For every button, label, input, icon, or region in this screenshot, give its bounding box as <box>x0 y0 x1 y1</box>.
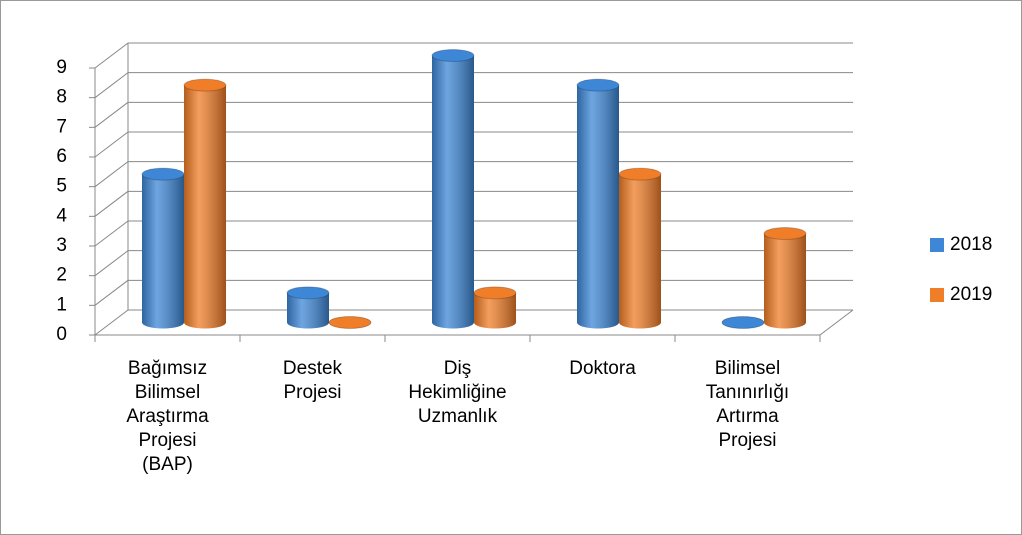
bar <box>328 316 372 329</box>
floor-right <box>819 309 854 336</box>
grid-line <box>94 220 129 247</box>
x-tick-label: Bağımsız Bilimsel Araştırma Projesi (BAP… <box>126 358 209 475</box>
x-tick-label: Destek Projesi <box>282 358 343 403</box>
x-tick-label: Bilimsel Tanınırlığı Artırma Projesi <box>705 358 790 451</box>
bar <box>763 227 807 329</box>
grid-line <box>94 131 129 158</box>
x-tick-label: Doktora <box>569 358 636 379</box>
grid-line <box>94 279 129 306</box>
y-tick-label: 5 <box>56 176 67 197</box>
bar <box>141 167 185 329</box>
y-tick-label: 3 <box>56 235 67 256</box>
y-tick-label: 0 <box>56 324 67 345</box>
y-tick-label: 4 <box>56 205 67 226</box>
bar <box>473 286 517 329</box>
grid-line <box>94 161 129 188</box>
bar <box>183 78 227 329</box>
bar <box>721 316 765 329</box>
legend-swatch <box>930 238 944 252</box>
bar <box>618 167 662 329</box>
y-tick-label: 6 <box>56 146 67 167</box>
y-tick-label: 8 <box>56 87 67 108</box>
bar <box>286 286 330 329</box>
legend-label: 2019 <box>950 284 992 305</box>
bar <box>576 78 620 329</box>
grid-line <box>94 190 129 217</box>
y-tick-label: 2 <box>56 265 67 286</box>
grid-line <box>94 42 129 69</box>
grid-line <box>94 72 129 99</box>
x-tick-label: Diş Hekimliğine Uzmanlık <box>408 358 507 427</box>
bar <box>431 49 475 329</box>
grid-line <box>94 309 129 336</box>
legend-swatch <box>930 288 944 302</box>
y-tick-label: 1 <box>56 294 67 315</box>
y-tick-label: 7 <box>56 116 67 137</box>
grid-line <box>94 250 129 277</box>
y-tick-label: 9 <box>56 57 67 78</box>
grid-line <box>94 101 129 128</box>
legend-label: 2018 <box>950 234 992 255</box>
